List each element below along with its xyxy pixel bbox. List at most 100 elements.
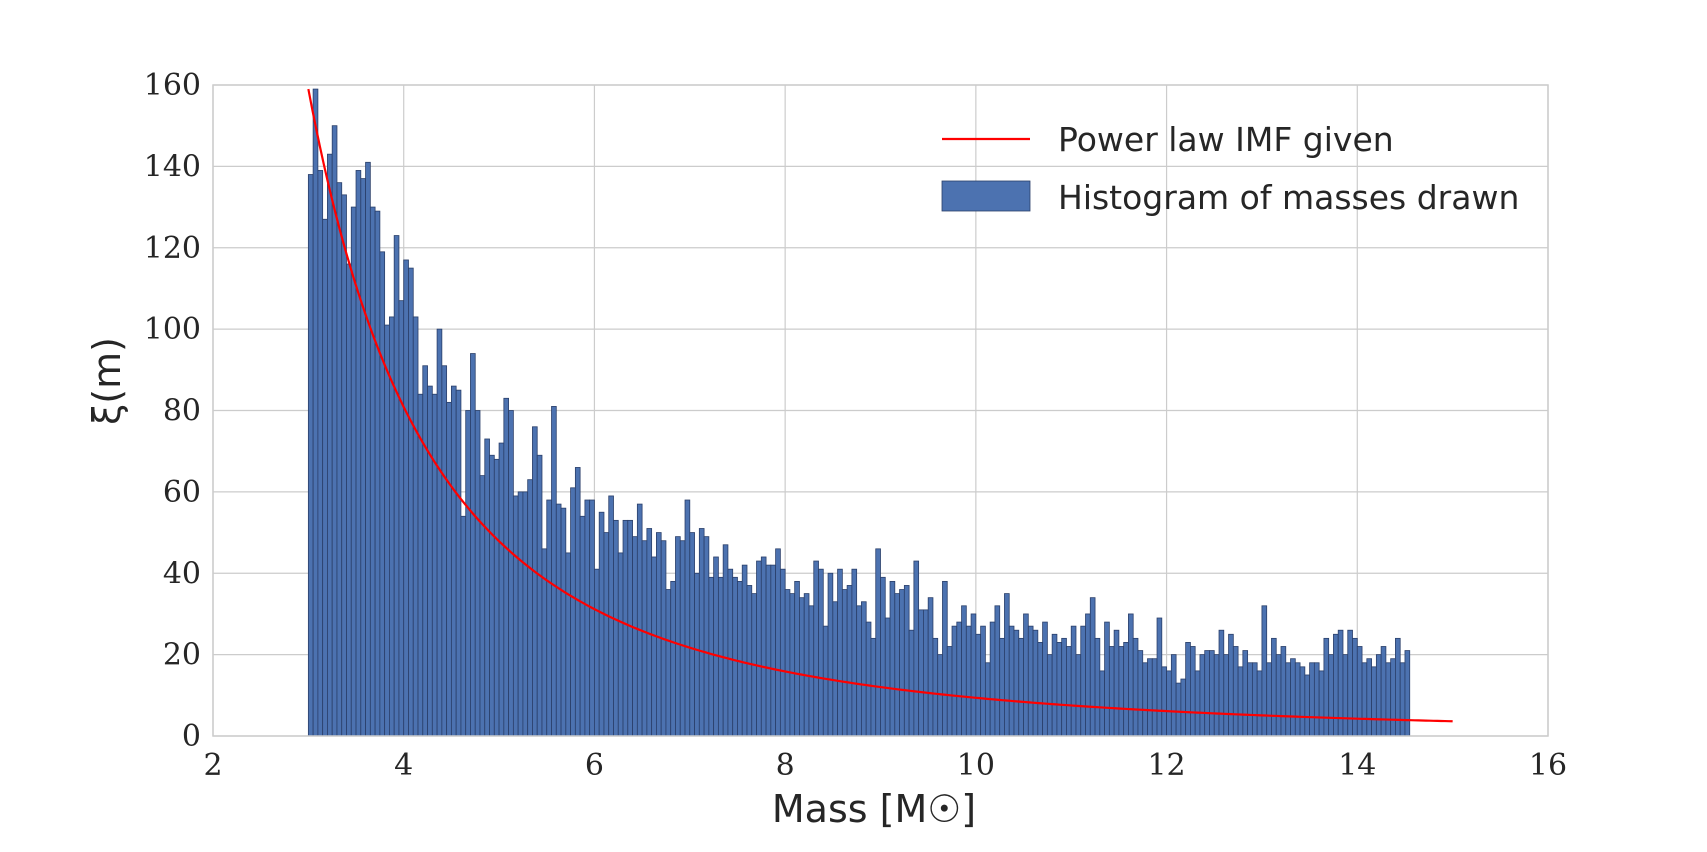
histogram-bar: [665, 589, 672, 737]
histogram-bar: [379, 251, 386, 737]
histogram-bar: [474, 410, 481, 737]
legend-line-label: Power law IMF given: [1058, 120, 1394, 159]
legend-bar-label: Histogram of masses drawn: [1058, 178, 1519, 217]
histogram-bar: [1218, 629, 1225, 737]
histogram-bar: [327, 153, 333, 737]
histogram-bar: [694, 572, 700, 737]
histogram-bar: [1194, 670, 1201, 737]
histogram-bar: [1042, 621, 1048, 737]
x-axis-label: Mass [M☉]: [772, 787, 976, 831]
histogram-bar: [670, 580, 676, 737]
histogram-bar: [837, 568, 843, 737]
histogram-bar: [1104, 621, 1110, 737]
histogram-bar: [880, 576, 886, 737]
histogram-bar: [841, 589, 848, 737]
histogram-bar: [946, 646, 953, 737]
histogram-bar: [570, 487, 576, 737]
histogram-bar: [536, 454, 543, 737]
histogram-bar: [408, 267, 414, 737]
histogram-bar: [1051, 633, 1058, 737]
histogram-bar: [794, 580, 800, 737]
y-axis-label: ξ(m): [85, 337, 129, 425]
histogram-bar: [789, 593, 796, 737]
histogram-bar: [1199, 654, 1206, 737]
histogram-bar: [1237, 666, 1244, 737]
histogram-bar: [1361, 662, 1368, 737]
histogram-bar: [894, 593, 900, 737]
histogram-bar: [1027, 625, 1034, 737]
histogram-bar: [1385, 662, 1392, 737]
x-tick-label: 14: [1338, 748, 1376, 783]
histogram-bar: [970, 613, 977, 737]
histogram-bar: [756, 560, 762, 737]
histogram-bar: [875, 548, 881, 737]
histogram-bar: [961, 605, 967, 737]
histogram-bar: [498, 442, 505, 737]
histogram-bar: [346, 263, 352, 737]
histogram-bar: [641, 540, 648, 737]
histogram-bar: [1285, 662, 1291, 737]
histogram-bar: [546, 499, 552, 737]
histogram-bar: [827, 572, 834, 737]
histogram-bar: [1304, 674, 1311, 737]
histogram-bar: [1161, 666, 1167, 737]
y-tick-label: 0: [182, 719, 201, 754]
histogram-bar: [1175, 682, 1182, 737]
histogram-bar: [579, 515, 586, 737]
histogram-bar: [527, 479, 533, 737]
histogram-bar: [450, 385, 457, 737]
histogram-bar: [1080, 625, 1086, 737]
histogram-bar: [1247, 662, 1253, 737]
histogram-bar: [1323, 637, 1330, 737]
histogram-bar: [341, 194, 347, 737]
histogram-bar: [322, 218, 328, 737]
histogram-bar: [908, 629, 915, 737]
y-tick-label: 100: [144, 312, 201, 347]
histogram-bar: [446, 401, 452, 737]
histogram-bar: [746, 585, 753, 737]
histogram-bar: [589, 499, 595, 737]
histogram-bar: [1013, 629, 1020, 737]
histogram-bar: [1075, 654, 1082, 737]
histogram-bar: [479, 475, 486, 737]
y-tick-label: 140: [144, 149, 201, 184]
histogram-bar: [799, 597, 805, 737]
histogram-bar: [732, 576, 738, 737]
histogram-bar: [441, 365, 448, 737]
histogram-bar: [722, 544, 729, 737]
histogram-bar: [1132, 637, 1139, 737]
histogram-bar: [818, 568, 824, 737]
histogram-bar: [846, 585, 853, 737]
x-tick-label: 12: [1147, 748, 1185, 783]
histogram-bar: [679, 540, 686, 737]
histogram-bar: [1395, 637, 1401, 737]
histogram-bar: [1147, 658, 1153, 737]
legend: Power law IMF given Histogram of masses …: [941, 120, 1519, 217]
histogram-bar: [1209, 650, 1215, 737]
histogram-bar: [708, 576, 715, 737]
histogram-bar: [1242, 650, 1249, 737]
histogram-bar: [1390, 658, 1396, 737]
histogram-bar: [884, 617, 891, 737]
histogram-bar: [1352, 637, 1358, 737]
histogram-bar: [1113, 629, 1120, 737]
histogram-bar: [994, 605, 1001, 737]
histogram-bar: [1366, 658, 1372, 737]
histogram-bar: [975, 633, 982, 737]
histogram-bar: [942, 580, 948, 737]
histogram-bar: [656, 532, 662, 737]
histogram-bar: [689, 532, 695, 737]
histogram-bar: [1356, 646, 1363, 737]
histogram-bar: [1404, 650, 1411, 737]
y-tick-labels: 0 20 40 60 80 100 120 140 160: [144, 68, 201, 754]
histogram-bar: [913, 560, 920, 737]
histogram-bar: [360, 178, 366, 737]
x-tick-label: 6: [585, 748, 604, 783]
histogram-bar: [1342, 654, 1349, 737]
histogram-bar: [760, 556, 767, 737]
histogram-bar: [1123, 642, 1129, 737]
histogram-bar: [770, 564, 777, 737]
histogram-bar: [384, 324, 390, 737]
histogram-bar: [594, 568, 600, 737]
